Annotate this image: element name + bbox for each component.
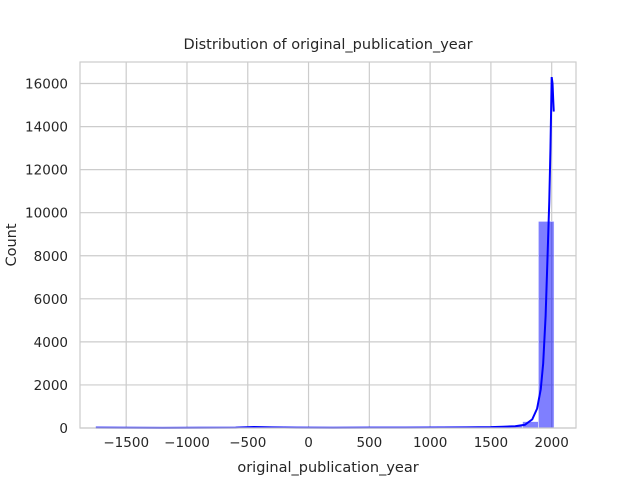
x-axis-label: original_publication_year — [237, 460, 418, 476]
y-tick-label: 14000 — [25, 120, 68, 136]
y-tick-label: 12000 — [25, 163, 68, 179]
y-tick-label: 0 — [59, 421, 68, 437]
x-tick-labels: −1500 −1000 −500 0 500 1000 1500 2000 — [103, 435, 569, 451]
kde-line — [95, 76, 555, 429]
x-tick-label: 0 — [304, 435, 313, 451]
y-tick-label: 16000 — [25, 77, 68, 93]
y-tick-label: 2000 — [34, 378, 68, 394]
x-tick-label: −500 — [229, 435, 266, 451]
x-tick-label: −1500 — [103, 435, 149, 451]
y-tick-labels: 0 2000 4000 6000 8000 10000 12000 14000 16000 — [25, 77, 68, 437]
y-tick-label: 4000 — [34, 335, 68, 351]
x-tick-label: −1000 — [164, 435, 210, 451]
x-tick-label: 2000 — [535, 435, 569, 451]
y-tick-label: 6000 — [34, 292, 68, 308]
x-tick-label: 1500 — [474, 435, 508, 451]
chart-title: Distribution of original_publication_yea… — [183, 37, 472, 53]
plot-area — [80, 62, 576, 428]
x-tick-label: 500 — [356, 435, 382, 451]
y-tick-label: 10000 — [25, 206, 68, 222]
y-axis-label: Count — [4, 223, 20, 266]
plot-frame — [79, 61, 577, 429]
x-tick-label: 1000 — [413, 435, 447, 451]
histogram-bar — [538, 221, 555, 429]
y-tick-label: 8000 — [34, 249, 68, 265]
